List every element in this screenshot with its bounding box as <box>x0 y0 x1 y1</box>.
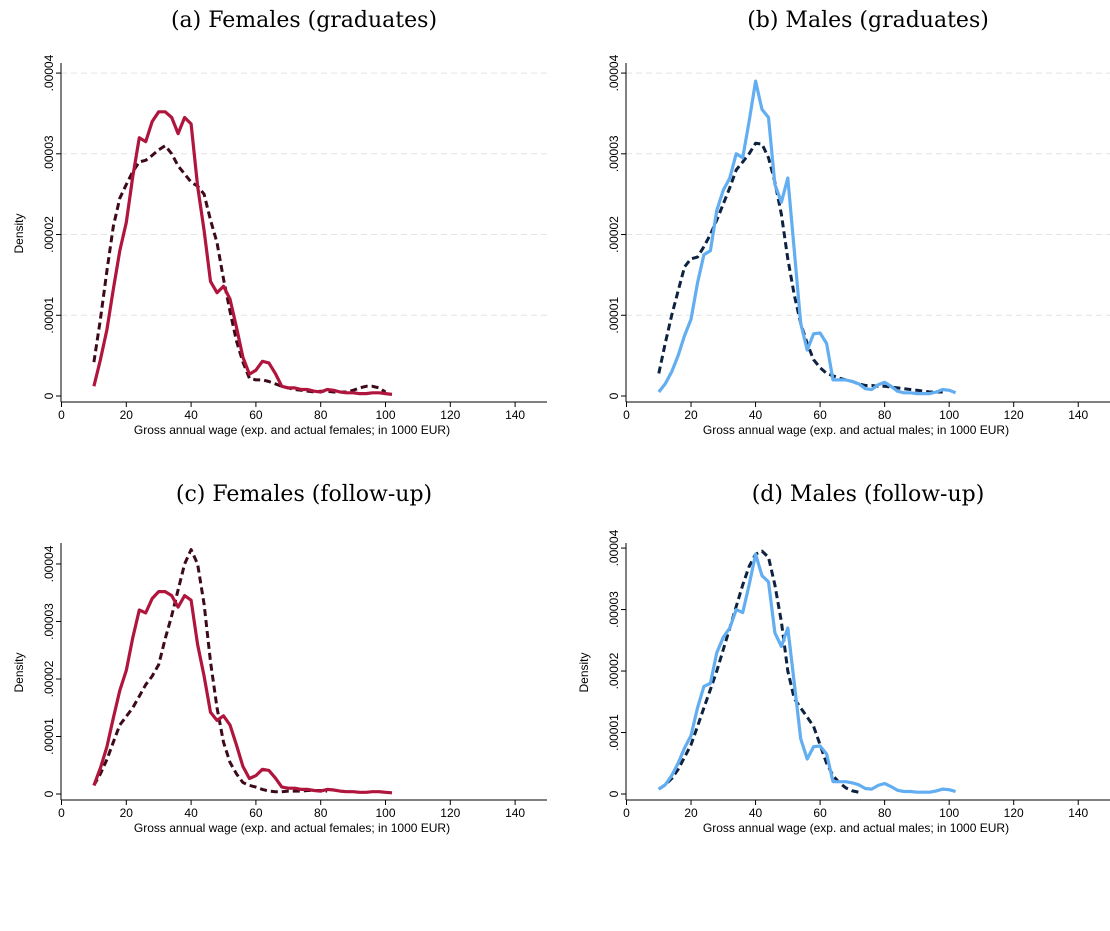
y-tick-label-c-1: .00001 <box>42 718 56 755</box>
x-axis-title-c: Gross annual wage (exp. and actual femal… <box>134 821 450 835</box>
x-tick-label-b-3: 60 <box>813 408 827 422</box>
x-tick-label-a-4: 80 <box>314 408 328 422</box>
x-tick-label-c-6: 120 <box>440 806 460 820</box>
x-tick-label-a-6: 120 <box>440 408 460 422</box>
series-line-d-expected <box>657 549 860 794</box>
panel-title-a: (a) Females (graduates) <box>170 8 438 33</box>
x-tick-label-d-3: 60 <box>813 806 827 820</box>
x-axis-title-a: Gross annual wage (exp. and actual femal… <box>134 423 450 437</box>
x-tick-label-d-1: 20 <box>684 806 698 820</box>
x-tick-label-d-7: 140 <box>1068 806 1088 820</box>
x-tick-label-c-0: 0 <box>58 806 65 820</box>
y-tick-label-b-0: 0 <box>607 392 621 399</box>
y-tick-label-c-0: 0 <box>42 790 56 797</box>
panel-title-d: (d) Males (follow-up) <box>751 482 985 507</box>
series-line-c-actual <box>92 590 393 795</box>
x-tick-label-d-4: 80 <box>878 806 892 820</box>
x-tick-label-d-6: 120 <box>1004 806 1024 820</box>
y-tick-label-d-2: .00002 <box>607 652 621 689</box>
panel-title-b: (b) Males (graduates) <box>747 8 989 33</box>
x-tick-label-d-2: 40 <box>749 806 763 820</box>
y-tick-label-a-4: .00004 <box>42 54 56 91</box>
chart-panel-d: 0 20 40 60 80 100 120 140 0 .00001 .00002 .00003 .00… <box>577 529 1110 835</box>
x-tick-label-b-0: 0 <box>623 408 630 422</box>
y-tick-label-b-1: .00001 <box>607 297 621 334</box>
series-line-c-expected <box>92 548 328 794</box>
y-tick-label-a-2: .00002 <box>42 216 56 253</box>
x-tick-label-a-7: 140 <box>505 408 525 422</box>
series-line-d-actual <box>657 552 957 794</box>
y-tick-label-a-1: .00001 <box>42 297 56 334</box>
y-tick-label-d-1: .00001 <box>607 714 621 751</box>
x-tick-label-b-5: 100 <box>939 408 959 422</box>
x-tick-label-d-0: 0 <box>623 806 630 820</box>
y-tick-label-b-4: .00004 <box>607 54 621 91</box>
x-tick-label-c-1: 20 <box>120 806 134 820</box>
y-tick-label-b-2: .00002 <box>607 216 621 253</box>
panel-title-c: (c) Females (follow-up) <box>175 482 433 507</box>
y-tick-label-a-3: .00003 <box>42 135 56 172</box>
y-tick-label-c-4: .00004 <box>42 545 56 582</box>
y-tick-label-c-2: .00002 <box>42 660 56 697</box>
chart-panel-c: 0 20 40 60 80 100 120 140 0 .00001 .00002 .00003 .00… <box>12 543 547 835</box>
x-tick-label-a-3: 60 <box>249 408 263 422</box>
y-tick-label-d-3: .00003 <box>607 591 621 628</box>
series-line-b-actual <box>657 79 957 396</box>
x-tick-label-b-1: 20 <box>684 408 698 422</box>
y-tick-label-b-3: .00003 <box>607 135 621 172</box>
x-tick-label-b-4: 80 <box>878 408 892 422</box>
x-tick-label-d-5: 100 <box>939 806 959 820</box>
chart-panel-b: 0 20 40 60 80 100 120 140 0 .00001 .00002 .00003 .00… <box>607 54 1110 437</box>
x-axis-title-d: Gross annual wage (exp. and actual males… <box>703 821 1009 835</box>
x-tick-label-a-2: 40 <box>184 408 198 422</box>
y-tick-label-d-0: 0 <box>607 790 621 797</box>
x-tick-label-c-5: 100 <box>375 806 395 820</box>
y-tick-label-a-0: 0 <box>42 392 56 399</box>
y-tick-label-d-4: .00004 <box>607 529 621 566</box>
y-axis-title-c: Density <box>12 652 26 692</box>
chart-panel-a: 0 20 40 60 80 100 120 140 0 .00001 .00002 .00003 .00… <box>12 54 547 437</box>
x-tick-label-c-2: 40 <box>184 806 198 820</box>
x-tick-label-c-4: 80 <box>314 806 328 820</box>
y-axis-title-d: Density <box>577 652 591 692</box>
series-line-a-expected <box>92 144 387 394</box>
x-axis-title-b: Gross annual wage (exp. and actual males… <box>703 423 1009 437</box>
x-tick-label-a-0: 0 <box>58 408 65 422</box>
x-tick-label-a-5: 100 <box>375 408 395 422</box>
x-tick-label-c-3: 60 <box>249 806 263 820</box>
x-tick-label-a-1: 20 <box>120 408 134 422</box>
x-tick-label-b-7: 140 <box>1068 408 1088 422</box>
y-tick-label-c-3: .00003 <box>42 603 56 640</box>
series-line-a-actual <box>92 110 393 396</box>
x-tick-label-c-7: 140 <box>505 806 525 820</box>
x-tick-label-b-6: 120 <box>1004 408 1024 422</box>
x-tick-label-b-2: 40 <box>749 408 763 422</box>
y-axis-title-a: Density <box>12 213 26 253</box>
